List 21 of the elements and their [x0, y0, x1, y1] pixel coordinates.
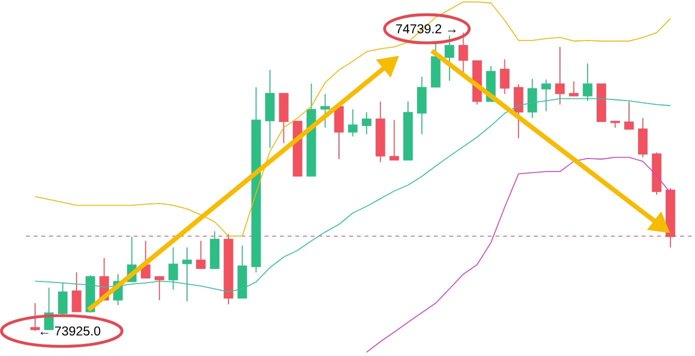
- candlestick: [582, 62, 592, 102]
- candlestick: [569, 80, 579, 97]
- candlestick: [362, 112, 372, 135]
- candlestick: [541, 79, 551, 112]
- candlestick: [444, 35, 454, 82]
- candlestick: [458, 32, 468, 76]
- candlestick: [500, 58, 510, 94]
- annotation: ← 73925.0: [40, 326, 100, 336]
- candlestick: [58, 282, 68, 316]
- candlestick: [30, 302, 40, 332]
- candlestick: [182, 246, 192, 302]
- candlestick: [555, 46, 565, 106]
- candlestick: [196, 240, 206, 270]
- candlestick: [624, 101, 634, 130]
- candlestick: [154, 276, 164, 301]
- candlestick: [72, 272, 82, 312]
- candlestick: [320, 93, 330, 128]
- candlestick: [348, 108, 358, 137]
- candlestick: [168, 246, 178, 290]
- candlestick: [389, 119, 399, 161]
- candlestick: [528, 78, 538, 119]
